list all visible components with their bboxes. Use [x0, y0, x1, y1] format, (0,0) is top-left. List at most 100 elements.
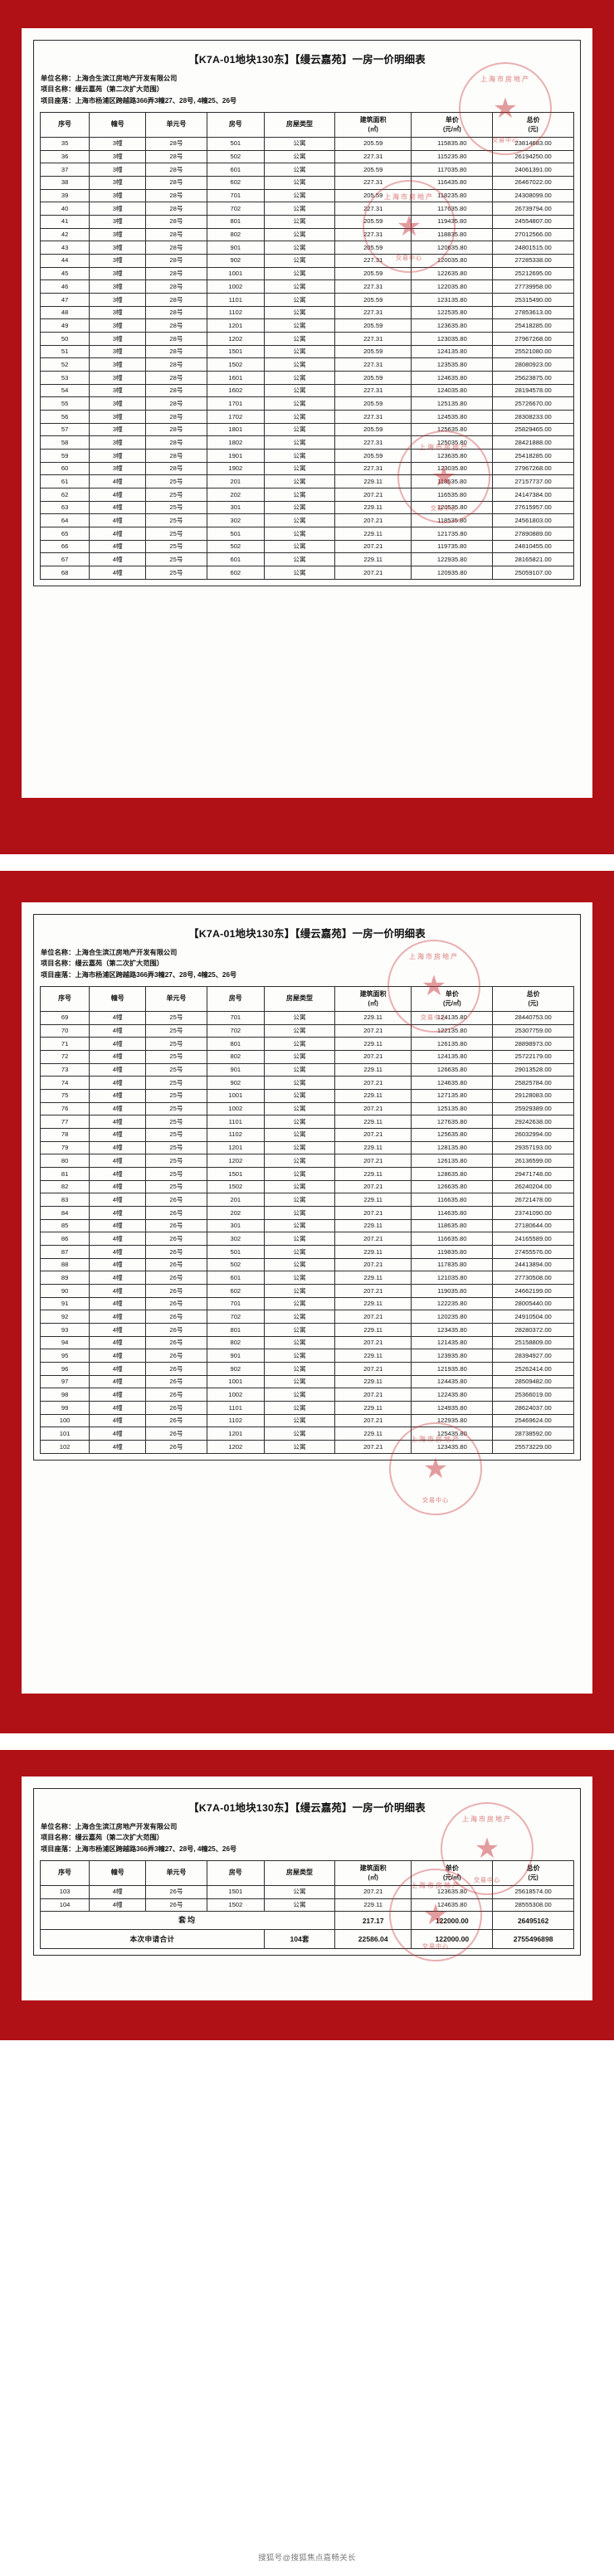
cell-房屋类型: 公寓: [264, 1076, 335, 1090]
cell-序号: 98: [39, 1388, 90, 1402]
cell-单元号: 26号: [145, 1388, 207, 1402]
column-header-label: 幢号: [110, 120, 124, 129]
cell-房屋类型: 公寓: [264, 1179, 335, 1194]
cell-单元号: 26号: [145, 1283, 207, 1298]
table-header-3: 序号 幢号 单元号 房号 房屋类型 建筑面积 (㎡) 单价 (元/㎡) 总价 (元): [39, 1859, 574, 1886]
meta-address-label: 项目座落：: [41, 96, 76, 104]
meta-company-value: 上海合生滨江房地产开发有限公司: [75, 949, 178, 956]
cell-幢号: 4幢: [89, 1205, 147, 1220]
cell-序号: 69: [39, 1010, 90, 1025]
column-header-0: 序号: [39, 985, 90, 1012]
cell-房屋类型: 公寓: [264, 1271, 335, 1285]
cell-单元号: 28号: [145, 202, 207, 216]
cell-房号: 601: [206, 552, 266, 567]
cell-房号: 1602: [206, 383, 266, 398]
cell-房屋类型: 公寓: [264, 1049, 335, 1064]
meta-company-label: 单位名称：: [41, 949, 76, 956]
cell-房屋类型: 公寓: [264, 149, 335, 164]
cell-单价: 126635.80: [411, 1062, 494, 1077]
cell-序号: 80: [39, 1154, 90, 1168]
cell-房号: 902: [206, 253, 266, 268]
cell-幢号: 4幢: [89, 1088, 147, 1103]
price-table-page-2: 序号 幢号 单元号 房号 房屋类型 建筑面积 (㎡) 单价 (元/㎡) 总价 (元) 69 4幢 25号…: [39, 985, 574, 1454]
cell-房屋类型: 公寓: [264, 1154, 335, 1168]
summary-total: 26495162: [492, 1911, 574, 1931]
column-header-unit: (元): [528, 1874, 538, 1882]
cell-单元号: 26号: [145, 1322, 207, 1337]
cell-幢号: 3幢: [89, 292, 147, 307]
cell-房号: 802: [206, 1335, 266, 1350]
column-header-label: 建筑面积: [359, 1864, 387, 1873]
cell-总价: 25158809.00: [492, 1335, 574, 1350]
cell-幢号: 4幢: [89, 1218, 147, 1233]
table-body-2: 69 4幢 25号 701 公寓 229.11 124135.80 28440753.00 70…: [39, 1010, 574, 1454]
column-header-1: 幢号: [89, 985, 147, 1012]
table-row: 92 4幢 26号 702 公寓 207.21 120235.80 24910504.00: [39, 1310, 574, 1324]
cell-房号: 901: [206, 1062, 266, 1077]
cell-幢号: 4幢: [89, 1898, 147, 1913]
cell-单价: 125435.80: [411, 1427, 494, 1441]
cell-幢号: 3幢: [89, 175, 147, 190]
table-row: 81 4幢 25号 1501 公寓 229.11 128635.80 29471748.00: [39, 1166, 574, 1181]
cell-房号: 602: [206, 175, 266, 190]
table-row: 49 3幢 28号 1201 公寓 205.59 123635.80 25418285.00: [39, 318, 574, 333]
cell-序号: 88: [39, 1257, 90, 1272]
cell-建筑面积: 207.21: [334, 513, 412, 527]
cell-单元号: 26号: [145, 1427, 207, 1441]
cell-房屋类型: 公寓: [264, 552, 335, 567]
cell-幢号: 4幢: [89, 1076, 147, 1090]
cell-单价: 118635.80: [411, 1218, 494, 1233]
cell-幢号: 4幢: [89, 1244, 147, 1259]
table-row: 47 3幢 28号 1101 公寓 205.59 123135.80 25315490.00: [39, 292, 574, 307]
cell-总价: 27967268.00: [492, 331, 574, 346]
cell-单元号: 28号: [145, 409, 207, 424]
cell-单价: 124435.80: [411, 1374, 494, 1389]
meta-address-line: 项目座落：上海市杨浦区跨越路366弄3幢27、28号, 4幢25、26号: [40, 970, 574, 980]
cell-幢号: 3幢: [89, 461, 147, 476]
table-row: 42 3幢 28号 802 公寓 227.31 118835.80 27012566.00: [39, 227, 574, 242]
cell-房号: 1201: [206, 1427, 266, 1441]
table-row: 65 4幢 25号 501 公寓 229.11 121735.80 27890889.00: [39, 527, 574, 541]
cell-建筑面积: 207.21: [334, 1413, 412, 1428]
meta-project-label: 项目名称：: [41, 85, 76, 94]
cell-单元号: 25号: [145, 1166, 207, 1181]
cell-房号: 1202: [206, 331, 266, 346]
meta-address-line: 项目座落：上海市杨浦区跨越路366弄3幢27、28号, 4幢25、26号: [40, 95, 574, 106]
cell-幢号: 3幢: [89, 241, 147, 255]
cell-幢号: 3幢: [89, 370, 147, 385]
cell-序号: 56: [39, 409, 90, 424]
cell-单元号: 26号: [145, 1193, 207, 1207]
cell-幢号: 3幢: [89, 202, 147, 216]
cell-单元号: 26号: [145, 1349, 207, 1363]
table-header-row: 序号 幢号 单元号 房号 房屋类型 建筑面积 (㎡) 单价 (元/㎡) 总价 (元): [39, 985, 574, 1012]
column-header-2: 单元号: [145, 111, 207, 138]
cell-幢号: 4幢: [89, 1232, 147, 1246]
cell-房号: 1202: [206, 1154, 266, 1168]
cell-幢号: 4幢: [89, 1361, 147, 1376]
cell-房号: 902: [206, 1076, 266, 1090]
cell-建筑面积: 229.11: [334, 1349, 412, 1363]
table-row: 50 3幢 28号 1202 公寓 227.31 123035.80 27967268.00: [39, 331, 574, 346]
page-title: 【K7A-01地块130东】【缦云嘉苑】一房一价明细表: [188, 928, 426, 940]
cell-房屋类型: 公寓: [264, 500, 335, 515]
grand-total-total: 2755496898: [492, 1929, 574, 1950]
cell-单元号: 28号: [145, 241, 207, 255]
meta-company-value: 上海合生滨江房地产开发有限公司: [75, 1823, 178, 1830]
cell-序号: 78: [39, 1127, 90, 1142]
cell-幢号: 4幢: [89, 1349, 147, 1363]
cell-序号: 68: [39, 566, 90, 580]
cell-房屋类型: 公寓: [264, 1140, 335, 1155]
cell-建筑面积: 207.21: [334, 1884, 412, 1899]
column-header-label: 单元号: [166, 120, 187, 129]
cell-房屋类型: 公寓: [264, 214, 335, 229]
cell-单元号: 26号: [145, 1413, 207, 1428]
meta-project-line: 项目名称：缦云嘉苑（第二次扩大范围）: [40, 1832, 574, 1843]
table-row: 53 3幢 28号 1601 公寓 205.59 124635.80 25623875.00: [39, 370, 574, 385]
cell-建筑面积: 229.11: [334, 1374, 412, 1389]
cell-单价: 123035.80: [411, 331, 494, 346]
cell-单元号: 28号: [145, 292, 207, 307]
cell-单元号: 28号: [145, 461, 207, 476]
cell-建筑面积: 207.21: [334, 1310, 412, 1324]
footer-credit: 搜狐号@搜狐焦点嘉畅关长: [258, 2554, 356, 2563]
cell-单价: 122935.80: [411, 1413, 494, 1428]
